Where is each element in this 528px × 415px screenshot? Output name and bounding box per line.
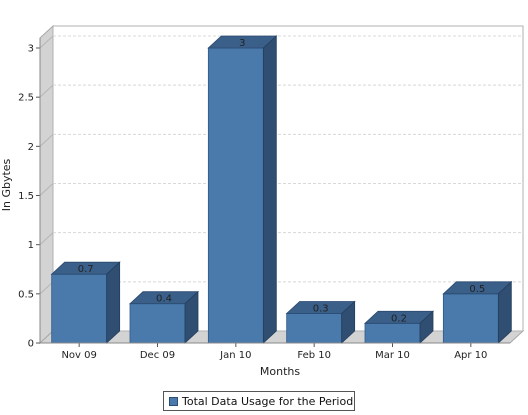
bar-front (286, 313, 343, 344)
bar: 0.5 (442, 280, 513, 344)
bar-side (341, 300, 356, 344)
bar-front (51, 273, 108, 344)
bar-side (497, 280, 512, 344)
bar: 0.4 (128, 290, 200, 344)
wall-grid-line (39, 35, 54, 49)
y-axis-ticks: 0 0.5 1 1.5 2 2.5 3 (18, 38, 41, 350)
data-label: 0.3 (313, 304, 329, 315)
bar-side (419, 310, 434, 344)
data-label: 0.7 (78, 264, 94, 275)
x-tick-label: Jan 10 (219, 350, 251, 361)
data-label: 3 (239, 38, 245, 49)
y-tick-label: 2 (28, 142, 34, 153)
y-tick-label: 1 (28, 240, 34, 251)
wall-grid-line (39, 133, 54, 147)
bar-front (442, 293, 499, 344)
bar-side (106, 261, 121, 344)
data-label: 0.2 (391, 313, 407, 324)
bar: 0.7 (50, 261, 121, 344)
bar: 0.2 (363, 310, 435, 344)
wall-grid-line (39, 84, 54, 98)
y-tick-label: 3 (28, 44, 34, 55)
wall-grid-line (39, 232, 54, 246)
x-axis-ticks: Nov 09 Dec 09 Jan 10 Feb 10 Mar 10 Apr 10 (40, 342, 510, 361)
data-label: 0.5 (469, 284, 485, 295)
bar-side (262, 35, 277, 344)
bars: 0.7 0.4 3 0.3 0.2 0.5 (50, 35, 513, 344)
left-wall (39, 24, 54, 345)
legend: Total Data Usage for the Period (163, 391, 355, 411)
x-tick-label: Mar 10 (375, 350, 410, 361)
bar-front (207, 47, 264, 344)
bar: 0.3 (285, 300, 356, 344)
bar-side (184, 290, 199, 344)
legend-swatch (169, 396, 178, 406)
wall-grid-line (39, 183, 54, 196)
wall-grid-line (39, 281, 54, 295)
bar: 3 (207, 35, 278, 344)
bar-front (364, 322, 421, 344)
y-tick-label: 0 (28, 339, 34, 350)
y-axis-title: In Gbytes (0, 158, 13, 211)
chart-walls (38, 24, 525, 345)
y-tick-label: 1.5 (18, 191, 34, 202)
x-tick-label: Feb 10 (297, 350, 331, 361)
y-tick-label: 2.5 (18, 93, 34, 104)
back-wall (52, 25, 524, 332)
grid-lines (39, 35, 523, 295)
x-tick-label: Apr 10 (454, 350, 487, 361)
legend-label: Total Data Usage for the Period (182, 394, 354, 408)
x-tick-label: Dec 09 (140, 350, 175, 361)
bar-front (129, 303, 186, 344)
x-axis-title: Months (260, 365, 300, 378)
data-label: 0.4 (156, 294, 172, 305)
x-tick-label: Nov 09 (61, 350, 96, 361)
y-tick-label: 0.5 (18, 289, 34, 300)
